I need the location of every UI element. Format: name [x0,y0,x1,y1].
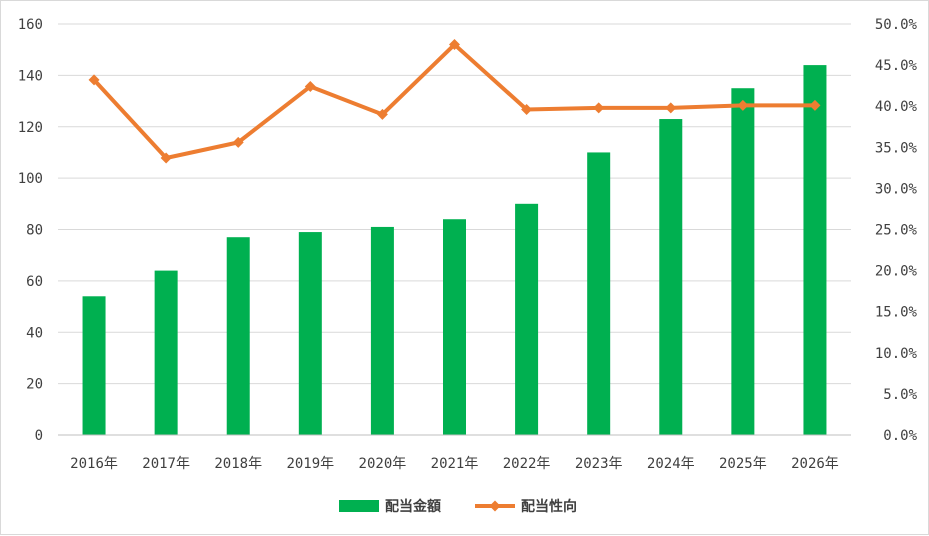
bar [154,270,178,435]
legend-swatch-bar [339,500,379,512]
line-point [593,102,605,114]
line-point [88,74,100,86]
y-tick-label: 20 [26,377,43,393]
bar-series [82,65,827,435]
line-point [376,108,388,120]
bar [587,152,611,435]
y-tick-label: 40 [26,325,43,341]
bar [731,88,755,435]
y-tick-label: 80 [26,223,43,239]
y2-tick-label: 25.0% [875,223,918,239]
bar [443,219,466,435]
x-tick-label: 2018年 [214,456,262,472]
x-tick-label: 2017年 [142,456,190,472]
line-point [809,99,821,111]
x-tick-label: 2025年 [719,456,767,472]
bar [226,237,250,435]
y-tick-label: 160 [18,17,43,33]
y2-tick-label: 15.0% [875,305,918,321]
x-tick-label: 2019年 [286,456,334,472]
line-point [232,136,244,148]
legend-marker [489,500,501,512]
line-point [304,80,316,92]
bar [659,119,683,435]
bar [370,226,394,435]
x-tick-label: 2020年 [359,456,407,472]
legend-label-bar: 配当金額 [385,498,441,515]
y2-tick-label: 35.0% [875,140,918,156]
y-tick-label: 100 [18,171,43,187]
y2-tick-label: 5.0% [883,387,917,403]
line-point [449,39,460,51]
line-point [665,102,677,114]
x-tick-label: 2021年 [431,456,479,472]
y2-tick-label: 40.0% [875,99,918,115]
x-tick-label: 2022年 [503,456,551,472]
bar [82,296,106,435]
bar [515,203,539,435]
x-tick-label: 2023年 [575,456,623,472]
y-tick-label: 140 [18,68,43,84]
axes: 0 20 40 60 80 100 120 140 160 0.0% 5.0% 10.0% 15.0% 2… [18,17,918,472]
y-tick-label: 0 [35,428,43,444]
y2-tick-label: 50.0% [875,17,918,33]
x-tick-label: 2026年 [791,456,839,472]
y2-tick-label: 20.0% [875,264,918,280]
y2-tick-label: 30.0% [875,181,918,197]
line-point [160,152,172,164]
y2-tick-label: 45.0% [875,58,918,74]
y2-tick-label: 10.0% [875,346,918,362]
line-path [92,42,815,160]
line-series [88,39,821,164]
bar [298,232,322,435]
line-point [521,103,533,115]
legend: 配当金額 配当性向 [339,498,577,515]
bar [803,65,827,435]
y-tick-label: 120 [18,120,43,136]
y-tick-label: 60 [26,274,43,290]
y2-tick-label: 0.0% [883,428,917,444]
x-tick-label: 2016年 [70,456,118,472]
line-point [737,99,749,111]
legend-label-line: 配当性向 [521,498,577,515]
x-tick-label: 2024年 [647,456,695,472]
